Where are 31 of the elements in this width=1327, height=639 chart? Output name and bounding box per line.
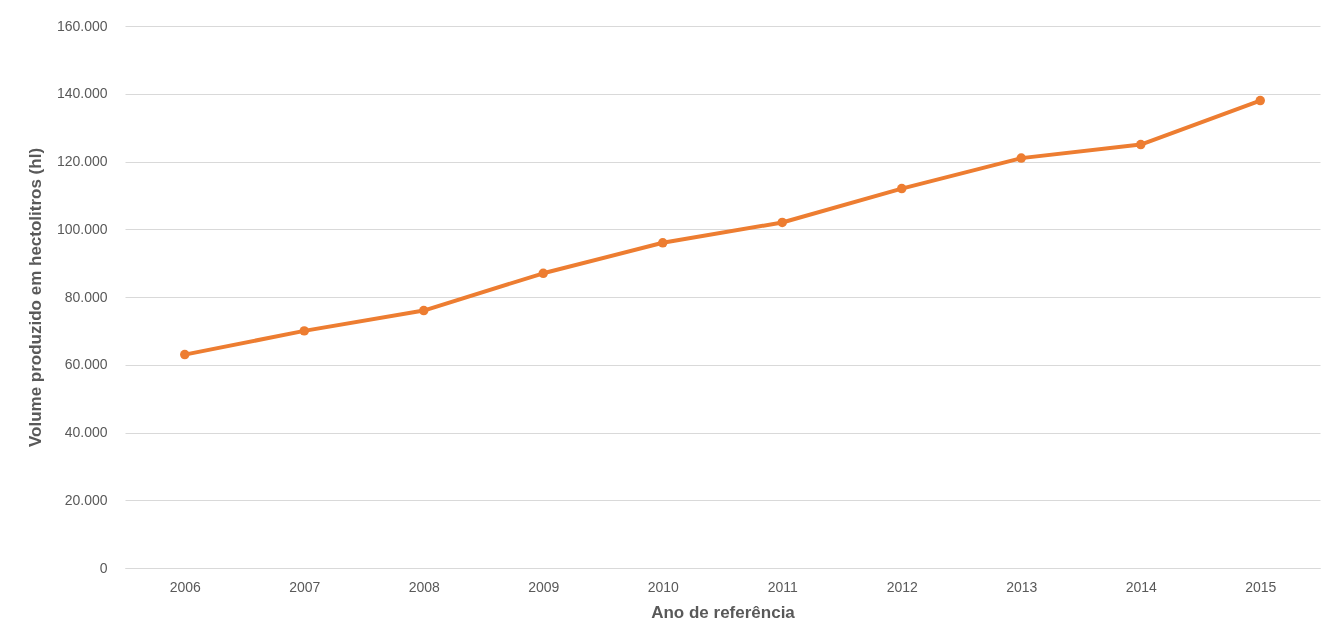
point	[1136, 139, 1146, 150]
y-axis-title: Volume produzido em hectolitros (hl)	[25, 147, 45, 448]
x-tick-label: 2008	[408, 578, 441, 595]
point	[299, 326, 309, 336]
y-tick-label: 40.000	[64, 424, 108, 440]
x-tick-label: 2009	[528, 578, 560, 595]
x-tick-label: 2014	[1125, 578, 1158, 595]
point	[180, 349, 190, 360]
point	[419, 305, 429, 316]
y-tick-label: 0	[99, 559, 108, 576]
y-tick-label: 160.000	[56, 17, 108, 34]
x-tick-label: 2010	[647, 578, 680, 595]
point	[1016, 153, 1026, 163]
y-tick-label: 120.000	[56, 153, 108, 169]
y-tick-label: 80.000	[64, 288, 108, 305]
point	[658, 238, 668, 248]
y-tick-label: 60.000	[64, 356, 108, 373]
point	[1255, 95, 1265, 106]
x-tick-label: 2006	[169, 578, 202, 595]
point	[777, 217, 787, 228]
x-axis-title: Ano de referência	[651, 602, 796, 622]
x-tick-label: 2012	[886, 578, 919, 595]
y-tick-label: 100.000	[56, 220, 108, 237]
x-tick-label: 2011	[767, 578, 799, 595]
x-tick-label: 2013	[1006, 578, 1038, 595]
x-tick-label: 2015	[1245, 578, 1277, 595]
y-tick-label: 20.000	[64, 491, 108, 508]
point	[538, 268, 548, 279]
point	[897, 183, 907, 194]
x-tick-label: 2007	[289, 578, 321, 595]
y-tick-label: 140.000	[56, 85, 108, 102]
